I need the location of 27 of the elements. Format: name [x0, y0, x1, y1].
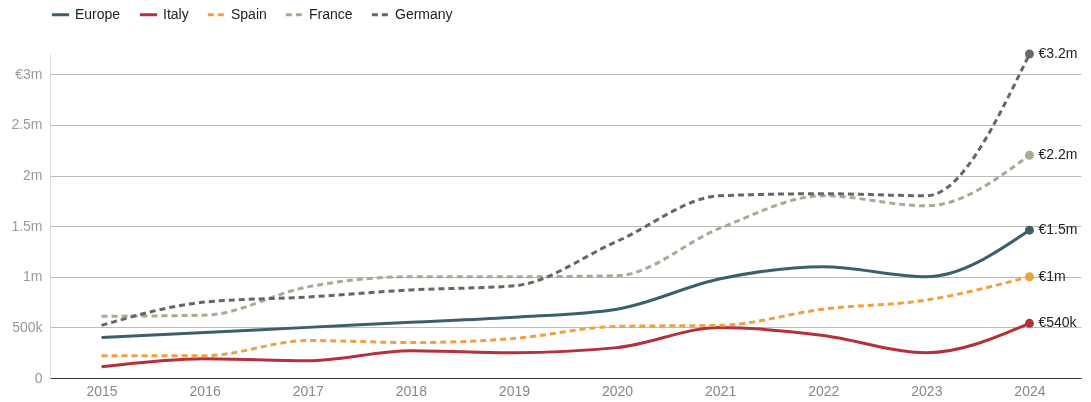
y-tick-label: 500k — [12, 318, 44, 335]
data-label: €1.5m — [1038, 221, 1078, 238]
y-tick-label: 1.5m — [11, 217, 43, 234]
legend-label: Germany — [395, 5, 453, 22]
x-tick-label: 2023 — [911, 382, 943, 399]
y-tick-label: 2.5m — [11, 116, 43, 133]
data-label: €1m — [1038, 267, 1066, 284]
x-tick-label: 2022 — [808, 382, 840, 399]
y-tick-label: €3m — [15, 65, 43, 82]
x-tick-label: 2018 — [395, 382, 428, 399]
x-tick-label: 2020 — [601, 382, 634, 399]
data-label: €540k — [1038, 314, 1078, 331]
legend-label: Europe — [75, 5, 121, 22]
data-label: €2.2m — [1038, 146, 1078, 163]
x-tick-label: 2019 — [498, 382, 531, 399]
legend-label: France — [309, 5, 353, 22]
x-tick-label: 2021 — [705, 382, 737, 399]
y-tick-label: 1m — [23, 268, 43, 285]
y-tick-label: 2m — [23, 167, 43, 183]
legend-label: Spain — [231, 5, 267, 22]
data-label: €3.2m — [1038, 45, 1078, 61]
y-tick-label: 0 — [34, 369, 43, 386]
legend-label: Italy — [163, 5, 189, 22]
x-tick-label: 2015 — [86, 382, 118, 399]
x-tick-label: 2016 — [189, 382, 221, 399]
x-tick-label: 2017 — [292, 382, 325, 399]
x-tick-label: 2024 — [1014, 382, 1046, 399]
